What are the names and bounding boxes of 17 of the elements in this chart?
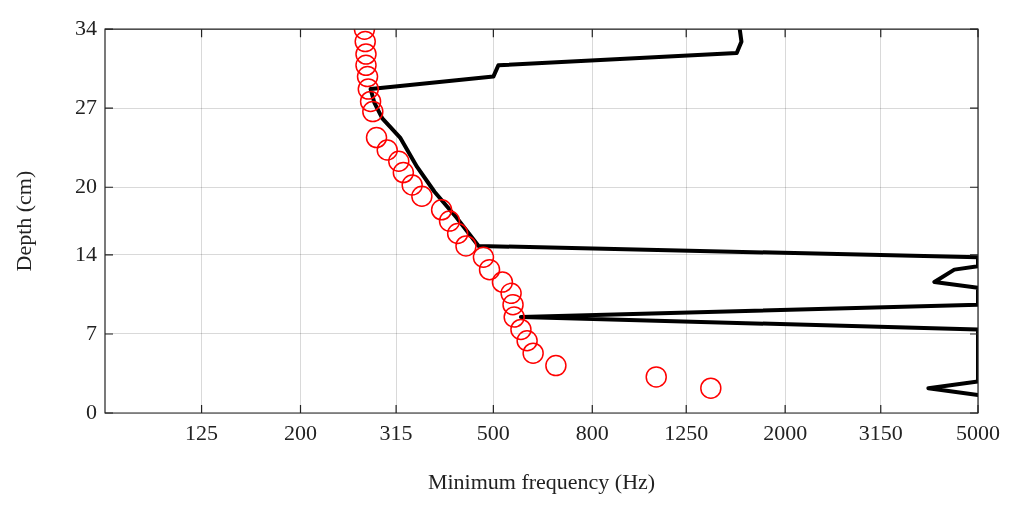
y-tick-label: 34 <box>75 14 97 40</box>
y-tick-label: 14 <box>75 240 97 266</box>
y-tick-label: 20 <box>75 173 97 199</box>
x-tick-label: 200 <box>284 419 317 445</box>
x-tick-label: 2000 <box>763 419 808 445</box>
x-tick-label: 5000 <box>956 419 1000 445</box>
y-tick-label: 27 <box>75 94 97 119</box>
y-tick-label: 7 <box>86 319 97 345</box>
x-axis-title: Minimum frequency (Hz) <box>427 468 656 494</box>
x-tick-label: 800 <box>575 419 609 445</box>
x-tick-label: 315 <box>379 419 413 445</box>
y-axis-title: Depth (cm) <box>10 170 36 272</box>
x-tick-label: 3150 <box>858 419 903 445</box>
x-tick-label: 125 <box>185 419 219 445</box>
x-tick-label: 500 <box>476 419 510 445</box>
y-tick-label: 0 <box>86 398 97 424</box>
x-tick-label: 1250 <box>664 419 709 445</box>
